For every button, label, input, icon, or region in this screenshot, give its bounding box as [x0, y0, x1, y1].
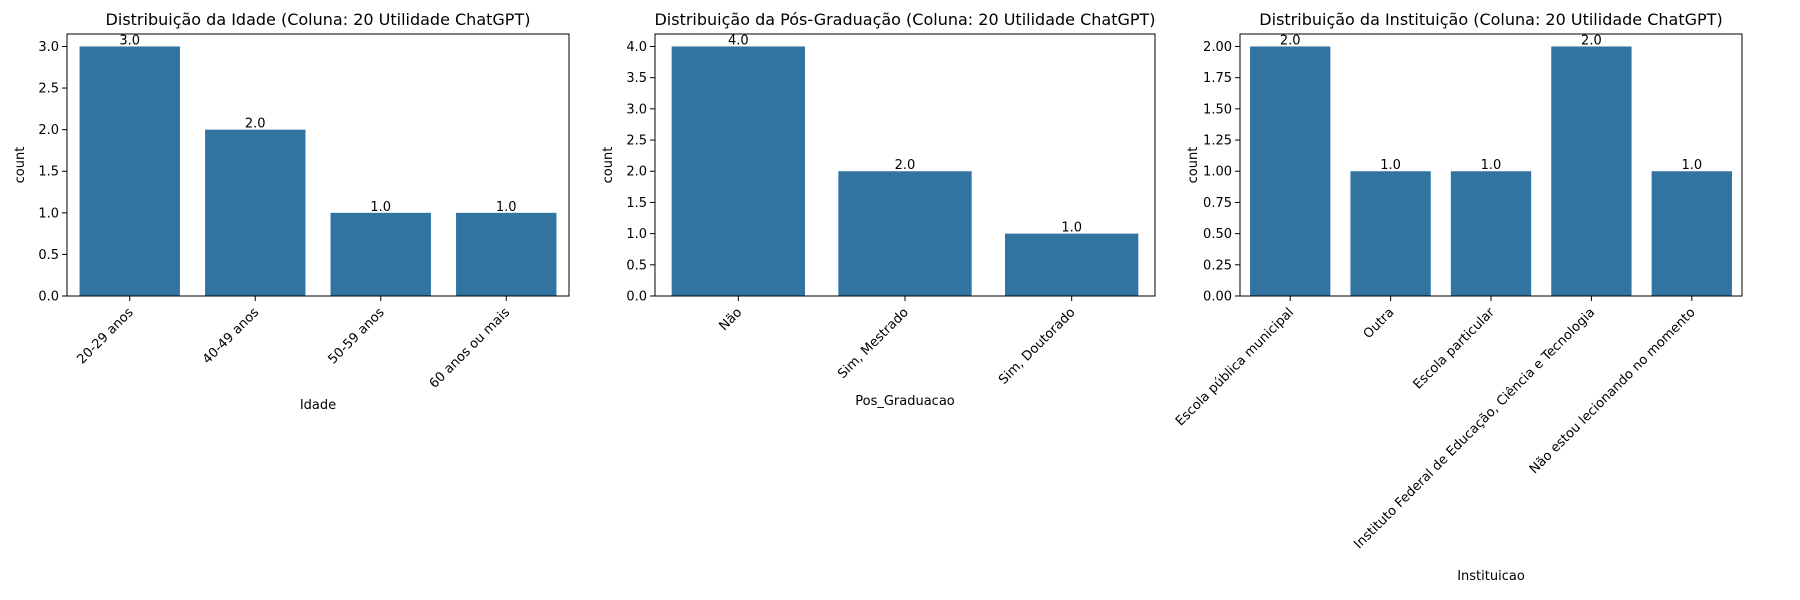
y-tick-label: 2.0	[626, 165, 647, 180]
data-label: 1.0	[496, 200, 517, 215]
y-tick-label: 1.0	[38, 206, 59, 221]
y-tick-label: 2.5	[38, 82, 59, 97]
x-axis-label: Instituicao	[1457, 569, 1525, 584]
bar-2	[205, 129, 306, 296]
bar-1	[671, 46, 805, 296]
bar-4	[1551, 46, 1632, 296]
y-tick-label: 1.00	[1203, 165, 1232, 180]
y-tick-label: 0.25	[1203, 258, 1232, 273]
y-tick-label: 0.50	[1203, 227, 1232, 242]
data-label: 1.0	[1061, 221, 1082, 236]
x-tick-label: 60 anos ou mais	[427, 305, 513, 391]
data-label: 2.0	[245, 117, 266, 132]
chart-title: Distribuição da Instituição (Coluna: 20 …	[1259, 10, 1722, 29]
data-label: 1.0	[1681, 158, 1702, 173]
y-tick-label: 3.0	[38, 40, 59, 55]
y-tick-label: 1.25	[1203, 134, 1232, 149]
x-tick-label: Instituto Federal de Educação, Ciência e…	[1351, 305, 1598, 552]
chart-panel-3: Distribuição da Instituição (Coluna: 20 …	[1173, 10, 1743, 584]
bar-3	[330, 212, 431, 296]
y-tick-label: 1.5	[626, 196, 647, 211]
bar-1	[1250, 46, 1331, 296]
y-tick-label: 0.75	[1203, 196, 1232, 211]
y-tick-label: 0.5	[38, 248, 59, 263]
y-axis-label: count	[13, 147, 28, 184]
y-tick-label: 1.75	[1203, 71, 1232, 86]
data-label: 2.0	[1280, 33, 1301, 48]
y-tick-label: 3.5	[626, 71, 647, 86]
bar-1	[79, 46, 180, 296]
x-tick-label: 40-49 anos	[200, 305, 262, 367]
data-label: 3.0	[119, 33, 140, 48]
data-label: 1.0	[1481, 158, 1502, 173]
y-tick-label: 1.50	[1203, 102, 1232, 117]
y-tick-label: 2.00	[1203, 40, 1232, 55]
data-label: 4.0	[728, 33, 749, 48]
x-tick-label: Não	[716, 305, 745, 334]
x-axis-label: Pos_Graduacao	[855, 394, 955, 409]
data-label: 2.0	[895, 158, 916, 173]
y-axis-label: count	[1186, 147, 1201, 184]
x-axis-label: Idade	[300, 398, 336, 413]
y-tick-label: 0.00	[1203, 290, 1232, 305]
x-tick-label: Sim, Mestrado	[835, 305, 912, 382]
x-tick-label: Escola particular	[1411, 305, 1499, 393]
x-tick-label: Escola pública municipal	[1173, 305, 1297, 429]
chart-title: Distribuição da Pós-Graduação (Coluna: 2…	[654, 10, 1155, 29]
bar-3	[1450, 171, 1532, 296]
y-tick-label: 0.0	[626, 290, 647, 305]
y-tick-label: 1.5	[38, 165, 59, 180]
chart-panel-1: Distribuição da Idade (Coluna: 20 Utilid…	[13, 10, 570, 413]
x-tick-label: Sim, Doutorado	[996, 305, 1078, 387]
bar-4	[456, 212, 557, 296]
y-tick-label: 0.5	[626, 258, 647, 273]
y-tick-label: 0.0	[38, 290, 59, 305]
chart-title: Distribuição da Idade (Coluna: 20 Utilid…	[106, 10, 531, 29]
bar-2	[1350, 171, 1431, 296]
y-tick-label: 3.0	[626, 102, 647, 117]
data-label: 1.0	[1380, 158, 1401, 173]
x-tick-label: 20-29 anos	[74, 305, 136, 367]
x-tick-label: Não estou lecionando no momento	[1527, 305, 1699, 477]
y-tick-label: 4.0	[626, 40, 647, 55]
bar-5	[1651, 171, 1732, 296]
y-tick-label: 2.5	[626, 134, 647, 149]
y-tick-label: 2.0	[38, 123, 59, 138]
data-label: 2.0	[1581, 33, 1602, 48]
x-tick-label: 50-59 anos	[325, 305, 387, 367]
data-label: 1.0	[370, 200, 391, 215]
bar-3	[1005, 233, 1139, 296]
x-tick-label: Outra	[1361, 305, 1398, 342]
y-axis-label: count	[601, 147, 616, 184]
plot-frame	[66, 33, 570, 297]
bar-2	[838, 171, 972, 296]
y-tick-label: 1.0	[626, 227, 647, 242]
chart-panel-2: Distribuição da Pós-Graduação (Coluna: 2…	[601, 10, 1156, 409]
